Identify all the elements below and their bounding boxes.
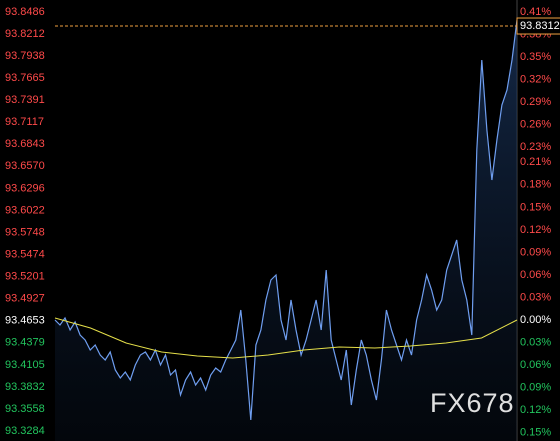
y-tick-label: 93.5474: [5, 249, 45, 261]
y2-tick-label: 0.03%: [520, 336, 551, 348]
y-tick-label: 93.6022: [5, 204, 45, 216]
y-tick-label: 93.6843: [5, 138, 45, 150]
y-tick-label: 93.4105: [5, 359, 45, 371]
y2-tick-label: 0.09%: [520, 246, 551, 258]
y-tick-label: 93.4927: [5, 293, 45, 305]
y-tick-label: 93.4379: [5, 337, 45, 349]
y-tick-label: 93.7665: [5, 72, 45, 84]
y-tick-label: 93.3832: [5, 381, 45, 393]
y2-tick-label: 0.29%: [520, 96, 551, 108]
y-tick-label: 93.5201: [5, 271, 45, 283]
y2-tick-label: 0.03%: [520, 291, 551, 303]
y2-tick-label: 0.15%: [520, 427, 551, 439]
y-tick-label: 93.7117: [5, 116, 44, 128]
y-tick-label: 93.6296: [5, 182, 45, 194]
y2-tick-label: 0.00%: [520, 314, 551, 326]
y-tick-label: 93.6570: [5, 160, 45, 172]
y2-tick-label: 0.15%: [520, 201, 551, 213]
y-tick-label: 93.3284: [5, 425, 45, 437]
y2-tick-label: 0.12%: [520, 224, 551, 236]
y-tick-label: 93.5748: [5, 226, 45, 238]
y2-tick-label: 0.18%: [520, 179, 551, 191]
y2-tick-label: 0.06%: [520, 269, 551, 281]
y2-tick-label: 0.21%: [520, 156, 551, 168]
y2-tick-label: 0.35%: [520, 51, 551, 63]
y2-tick-label: 0.09%: [520, 382, 551, 394]
y2-tick-label: 0.12%: [520, 404, 551, 416]
y-tick-label: 93.7938: [5, 50, 45, 62]
y-tick-label: 93.8212: [5, 28, 45, 40]
price-area: [55, 20, 517, 441]
y-tick-label: 93.4653: [5, 315, 45, 327]
y-tick-label: 93.7391: [5, 94, 45, 106]
y2-tick-label: 0.23%: [520, 141, 551, 153]
y2-tick-label: 0.26%: [520, 119, 551, 131]
last-price-box: [516, 17, 560, 35]
price-line: [54, 19, 518, 421]
y2-tick-label: 0.32%: [520, 74, 551, 86]
y-tick-label: 93.3558: [5, 403, 45, 415]
moving-average-line: [54, 317, 518, 359]
watermark: FX678: [430, 388, 515, 418]
y2-tick-label: 0.41%: [520, 6, 551, 18]
y-tick-label: 93.8486: [5, 6, 45, 18]
y2-tick-label: 0.06%: [520, 359, 551, 371]
last-price-label: 93.8312: [520, 20, 560, 32]
